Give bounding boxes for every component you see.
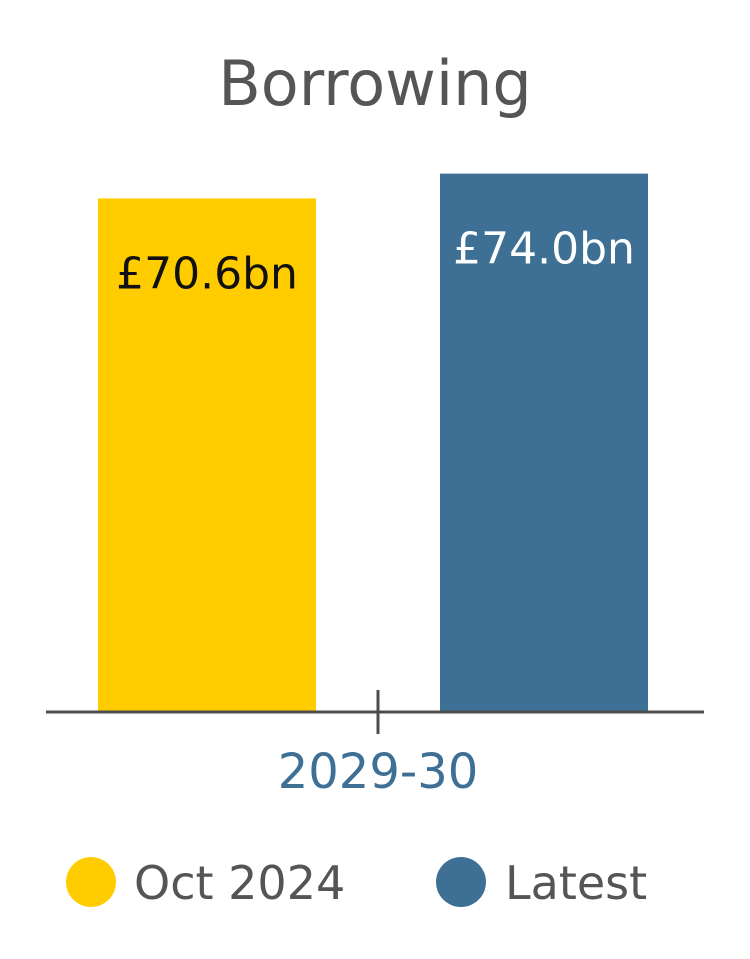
legend: Oct 2024 Latest xyxy=(66,856,647,910)
legend-label-latest: Latest xyxy=(505,856,647,910)
x-tick-label: 2029-30 xyxy=(278,744,479,800)
legend-swatch-oct-2024 xyxy=(66,857,116,907)
bar-oct-2024 xyxy=(98,198,316,712)
data-label-oct-2024: £70.6bn xyxy=(116,248,298,299)
bar-latest xyxy=(440,173,648,712)
bars-layer: £70.6bn £74.0bn xyxy=(98,173,648,712)
legend-label-oct-2024: Oct 2024 xyxy=(134,856,345,910)
legend-swatch-latest xyxy=(436,857,486,907)
data-label-latest: £74.0bn xyxy=(453,224,635,275)
chart-title: Borrowing xyxy=(218,47,532,120)
axis-layer: 2029-30 xyxy=(46,690,704,800)
